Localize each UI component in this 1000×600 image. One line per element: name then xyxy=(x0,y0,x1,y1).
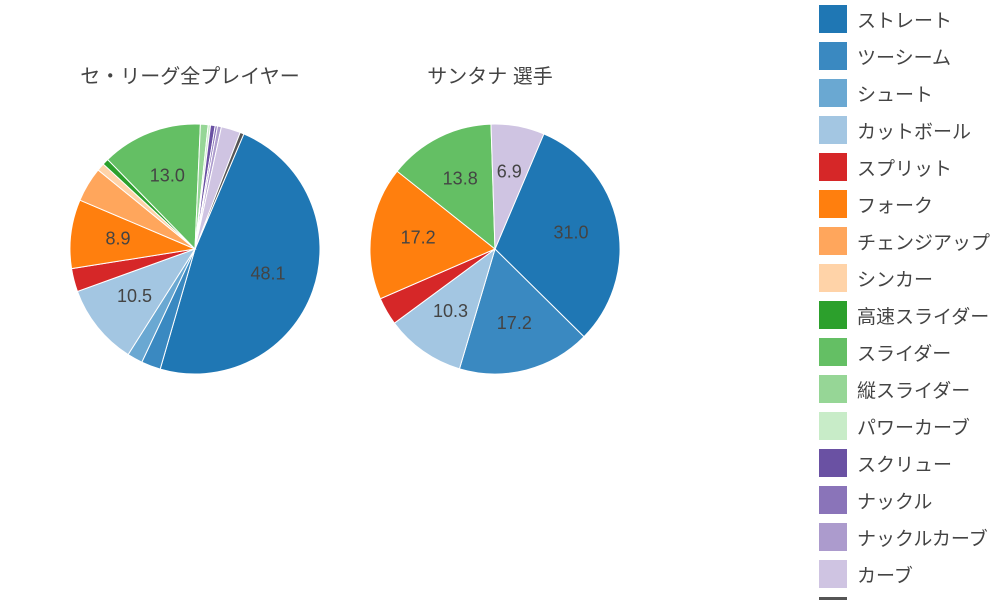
legend-label: ストレート xyxy=(857,6,952,33)
legend-label: スクリュー xyxy=(857,450,952,477)
legend-label: ナックルカーブ xyxy=(857,524,988,551)
legend-item: 高速スライダー xyxy=(819,301,990,329)
legend-swatch xyxy=(819,560,847,588)
legend-item: フォーク xyxy=(819,190,990,218)
legend-swatch xyxy=(819,264,847,292)
legend-item: パワーカーブ xyxy=(819,412,990,440)
legend-swatch xyxy=(819,5,847,33)
legend-label: 縦スライダー xyxy=(857,376,970,403)
pie: 48.1 10.5 8.9 13.0 xyxy=(60,114,320,374)
slice-label: 13.8 xyxy=(443,169,478,189)
charts-container: セ・リーグ全プレイヤー 48.1 10.5 8.9 13.0 サンタナ 選手 31.0… xyxy=(0,0,620,600)
legend-label: パワーカーブ xyxy=(857,413,970,440)
legend: ストレートツーシームシュートカットボールスプリットフォークチェンジアップシンカー… xyxy=(819,5,990,600)
legend-swatch xyxy=(819,116,847,144)
legend-swatch xyxy=(819,338,847,366)
legend-item: シュート xyxy=(819,79,990,107)
legend-item: スライダー xyxy=(819,338,990,366)
legend-item: スプリット xyxy=(819,153,990,181)
slice-label: 13.0 xyxy=(150,165,185,185)
pie: 31.0 17.2 10.3 17.2 13.8 6.9 xyxy=(360,114,620,374)
legend-label: フォーク xyxy=(857,191,933,218)
legend-item: スクリュー xyxy=(819,449,990,477)
legend-label: シンカー xyxy=(857,265,933,292)
legend-item: ツーシーム xyxy=(819,42,990,70)
legend-swatch xyxy=(819,301,847,329)
slice-label: 8.9 xyxy=(106,228,131,248)
legend-label: スプリット xyxy=(857,154,952,181)
legend-item: ナックルカーブ xyxy=(819,523,990,551)
legend-label: スライダー xyxy=(857,339,951,366)
legend-label: チェンジアップ xyxy=(857,228,990,255)
legend-swatch xyxy=(819,79,847,107)
legend-label: ツーシーム xyxy=(857,43,951,70)
legend-label: シュート xyxy=(857,80,933,107)
slice-label: 17.2 xyxy=(497,313,532,333)
page: セ・リーグ全プレイヤー 48.1 10.5 8.9 13.0 サンタナ 選手 31.0… xyxy=(0,0,1000,600)
legend-label: カーブ xyxy=(857,561,913,588)
chart-title: セ・リーグ全プレイヤー xyxy=(80,60,299,89)
slice-label: 10.5 xyxy=(117,286,152,306)
slice-label: 6.9 xyxy=(497,162,522,182)
legend-item: カットボール xyxy=(819,116,990,144)
slice-label: 31.0 xyxy=(554,223,589,243)
slice-label: 10.3 xyxy=(433,301,468,321)
pie-chart-league: セ・リーグ全プレイヤー 48.1 10.5 8.9 13.0 xyxy=(60,60,320,374)
legend-item: カーブ xyxy=(819,560,990,588)
pie-chart-player: サンタナ 選手 31.0 17.2 10.3 17.2 13.8 6.9 xyxy=(360,60,620,374)
legend-swatch xyxy=(819,375,847,403)
legend-swatch xyxy=(819,523,847,551)
legend-swatch xyxy=(819,412,847,440)
legend-item: チェンジアップ xyxy=(819,227,990,255)
legend-swatch xyxy=(819,153,847,181)
legend-swatch xyxy=(819,227,847,255)
slice-label: 17.2 xyxy=(401,228,436,248)
legend-item: ストレート xyxy=(819,5,990,33)
legend-item: ナックル xyxy=(819,486,990,514)
chart-title: サンタナ 選手 xyxy=(427,60,553,89)
legend-item: シンカー xyxy=(819,264,990,292)
legend-swatch xyxy=(819,42,847,70)
legend-item: 縦スライダー xyxy=(819,375,990,403)
legend-swatch xyxy=(819,449,847,477)
legend-label: ナックル xyxy=(857,487,932,514)
slice-label: 48.1 xyxy=(250,264,285,284)
legend-label: カットボール xyxy=(857,117,971,144)
legend-swatch xyxy=(819,486,847,514)
legend-swatch xyxy=(819,190,847,218)
legend-label: 高速スライダー xyxy=(857,302,989,329)
